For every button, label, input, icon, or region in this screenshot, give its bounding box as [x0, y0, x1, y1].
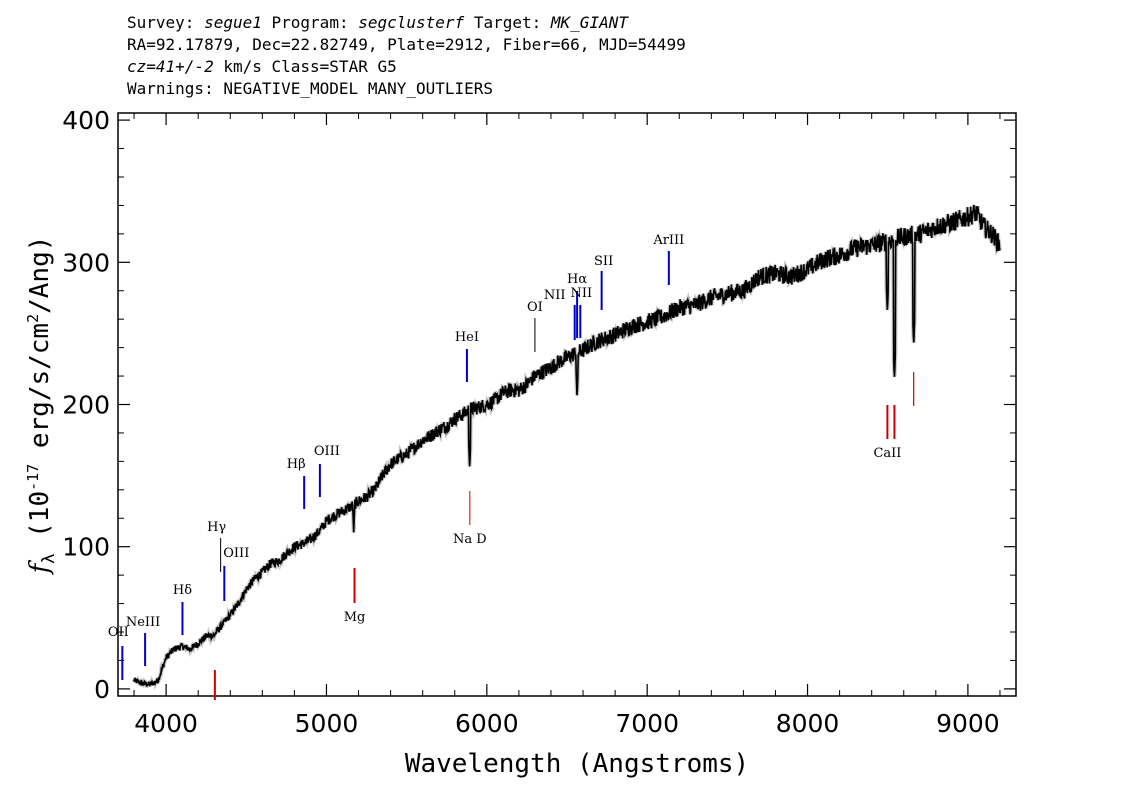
- y-tick-label: 200: [62, 391, 110, 420]
- redshift-value: cz=41+/-2: [127, 57, 214, 76]
- x-tick-label: 6000: [455, 709, 519, 738]
- emission-line-label: OII: [108, 625, 129, 640]
- emission-line-label: NII: [544, 288, 566, 303]
- survey-label: Survey:: [127, 13, 195, 32]
- emission-line-label: OIII: [223, 546, 249, 561]
- program-label: Program:: [271, 13, 349, 32]
- emission-line-label: NII: [570, 286, 592, 301]
- survey-value: segue1: [204, 13, 262, 32]
- x-tick-label: 5000: [295, 709, 359, 738]
- x-tick-label: 9000: [936, 709, 1000, 738]
- y-tick-label: 400: [62, 106, 110, 135]
- header-line-3: cz=41+/-2 km/s Class=STAR G5: [127, 56, 1027, 78]
- spectrum-line: [133, 204, 1001, 687]
- plot-header: Survey: segue1 Program: segclusterf Targ…: [127, 12, 1027, 100]
- absorption-line-label: Mg: [344, 610, 366, 625]
- header-line-2: RA=92.17879, Dec=22.82749, Plate=2912, F…: [127, 35, 686, 54]
- x-axis-title: Wavelength (Angstroms): [405, 749, 749, 779]
- x-tick-label: 4000: [134, 709, 198, 738]
- emission-line-label: Hγ: [207, 520, 226, 535]
- emission-line-label: SII: [594, 254, 613, 269]
- emission-line-label: Hα: [567, 272, 587, 287]
- header-line-1: Survey: segue1 Program: segclusterf Targ…: [127, 12, 1027, 34]
- emission-line-label: ArIII: [652, 233, 684, 248]
- emission-line-label: NeIII: [126, 615, 160, 630]
- y-tick-label: 0: [94, 675, 110, 704]
- target-value: MK_GIANT: [550, 13, 628, 32]
- y-tick-label: 300: [62, 248, 110, 277]
- absorption-line-label: CaII: [873, 446, 901, 461]
- x-tick-label: 7000: [615, 709, 679, 738]
- header-warnings: Warnings: NEGATIVE_MODEL MANY_OUTLIERS: [127, 79, 494, 98]
- emission-line-label: OI: [527, 300, 543, 315]
- x-tick-label: 8000: [776, 709, 840, 738]
- emission-line-label: OIII: [314, 444, 340, 459]
- program-value: segclusterf: [358, 13, 465, 32]
- y-axis-title: fλ (10-17 erg/s/cm2/Ang): [24, 236, 59, 576]
- emission-line-label: Hδ: [173, 583, 192, 598]
- emission-line-label: Hβ: [287, 457, 306, 472]
- plot-frame: [117, 112, 1017, 697]
- class-value: km/s Class=STAR G5: [213, 57, 397, 76]
- y-tick-label: 100: [62, 533, 110, 562]
- absorption-line-label: Na D: [453, 532, 487, 547]
- target-label: Target:: [473, 13, 542, 32]
- emission-line-label: HeI: [455, 330, 479, 345]
